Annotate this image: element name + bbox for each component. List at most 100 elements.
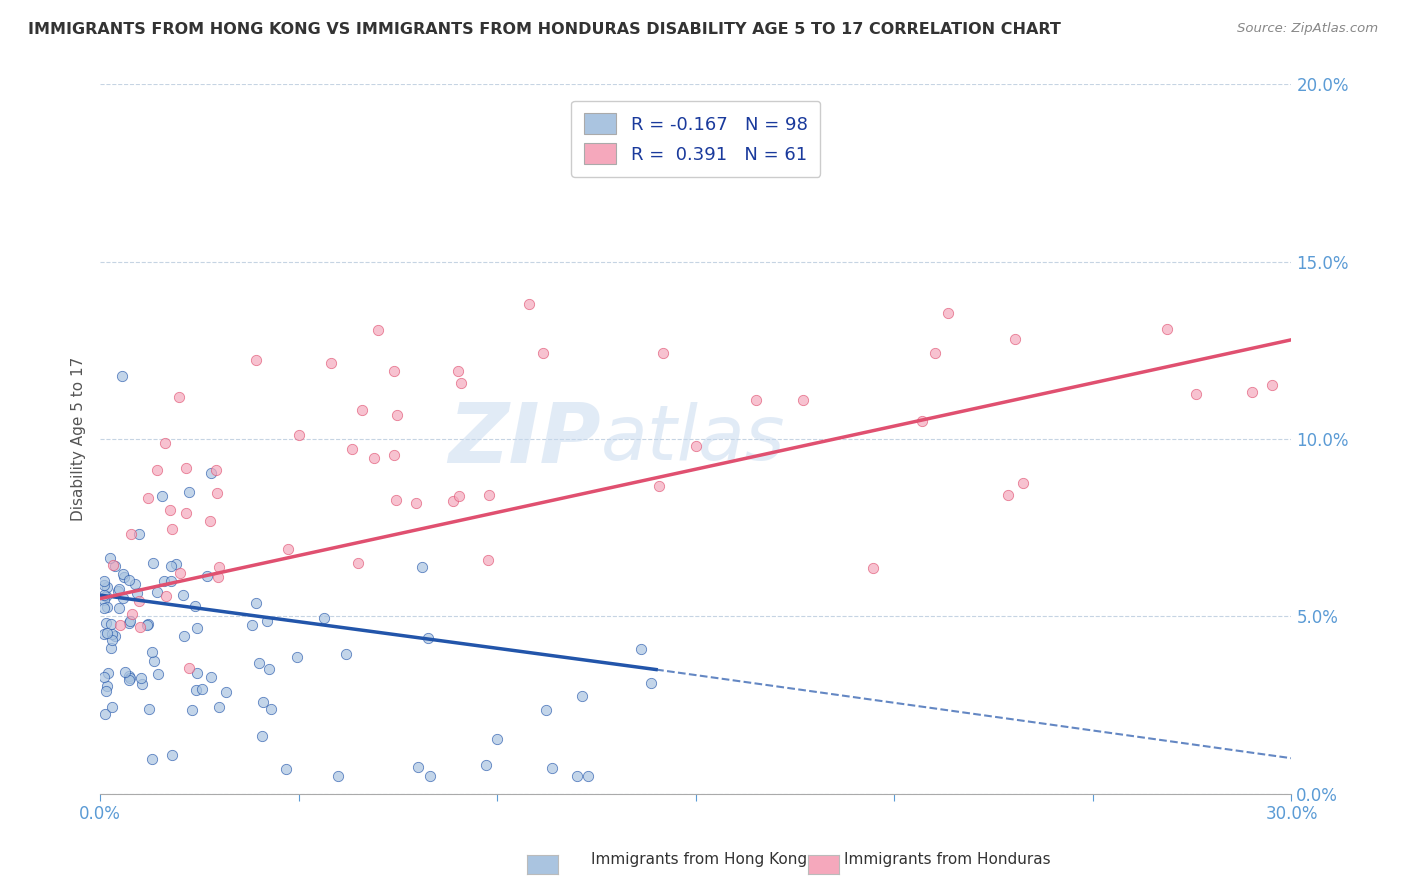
Point	[204, 463, 226, 477]
Point	[118, 616, 141, 631]
Point	[186, 665, 208, 680]
Point	[165, 558, 187, 572]
Point	[411, 560, 433, 574]
Point	[350, 403, 373, 417]
Point	[184, 683, 207, 698]
Point	[179, 661, 201, 675]
Point	[441, 494, 464, 508]
Text: atlas: atlas	[600, 402, 785, 476]
Point	[153, 574, 176, 588]
Point	[205, 486, 228, 500]
Point	[128, 527, 150, 541]
Point	[287, 428, 309, 442]
Point	[101, 632, 124, 647]
Point	[114, 665, 136, 680]
Point	[578, 769, 600, 783]
Point	[517, 297, 540, 311]
Point	[449, 489, 471, 503]
Point	[1156, 322, 1178, 336]
Point	[94, 684, 117, 698]
Point	[195, 569, 218, 583]
Point	[245, 353, 267, 368]
Point	[446, 363, 468, 377]
Text: Immigrants from Honduras: Immigrants from Honduras	[844, 852, 1050, 867]
Point	[104, 558, 127, 573]
Point	[136, 617, 159, 632]
Point	[94, 589, 117, 603]
Point	[172, 588, 194, 602]
Point	[367, 323, 389, 337]
Point	[142, 556, 165, 570]
Point	[541, 761, 564, 775]
Point	[141, 644, 163, 658]
Point	[176, 461, 198, 475]
Point	[640, 676, 662, 690]
Point	[94, 707, 117, 722]
Point	[335, 647, 357, 661]
Point	[108, 600, 131, 615]
Point	[744, 392, 766, 407]
Point	[200, 670, 222, 684]
Point	[128, 594, 150, 608]
Point	[93, 670, 115, 684]
Point	[486, 731, 509, 746]
Text: Immigrants from Hong Kong: Immigrants from Hong Kong	[591, 852, 807, 867]
Point	[96, 600, 118, 615]
Point	[118, 614, 141, 628]
Point	[153, 436, 176, 450]
Point	[215, 684, 238, 698]
Point	[276, 762, 298, 776]
Point	[252, 730, 274, 744]
Point	[107, 582, 129, 596]
Point	[138, 491, 160, 505]
Point	[120, 672, 142, 686]
Point	[571, 689, 593, 703]
Point	[159, 503, 181, 517]
Point	[478, 487, 501, 501]
Point	[685, 439, 707, 453]
Point	[208, 700, 231, 714]
Point	[129, 671, 152, 685]
Point	[862, 561, 884, 575]
Point	[911, 414, 934, 428]
Point	[450, 376, 472, 390]
Point	[277, 541, 299, 556]
Point	[118, 574, 141, 588]
Point	[534, 703, 557, 717]
Point	[792, 393, 814, 408]
Point	[160, 747, 183, 762]
Text: IMMIGRANTS FROM HONG KONG VS IMMIGRANTS FROM HONDURAS DISABILITY AGE 5 TO 17 COR: IMMIGRANTS FROM HONG KONG VS IMMIGRANTS …	[28, 22, 1062, 37]
Point	[167, 390, 190, 404]
Point	[531, 346, 554, 360]
Point	[112, 567, 135, 582]
Point	[936, 306, 959, 320]
Point	[477, 553, 499, 567]
Point	[405, 496, 427, 510]
Point	[328, 769, 350, 783]
Point	[256, 614, 278, 628]
Point	[406, 760, 429, 774]
Point	[169, 566, 191, 581]
Point	[252, 695, 274, 709]
Point	[312, 611, 335, 625]
Point	[100, 616, 122, 631]
Point	[179, 485, 201, 500]
Point	[347, 556, 370, 570]
Point	[648, 479, 671, 493]
Point	[108, 617, 131, 632]
Point	[183, 599, 205, 613]
Point	[186, 621, 208, 635]
Point	[142, 654, 165, 668]
Point	[1011, 475, 1033, 490]
Point	[93, 588, 115, 602]
Point	[112, 570, 135, 584]
Point	[382, 364, 405, 378]
Point	[260, 702, 283, 716]
Point	[93, 592, 115, 607]
Point	[160, 558, 183, 573]
Point	[111, 369, 134, 384]
Point	[198, 514, 221, 528]
Point	[585, 130, 607, 145]
Point	[416, 632, 439, 646]
Point	[131, 677, 153, 691]
